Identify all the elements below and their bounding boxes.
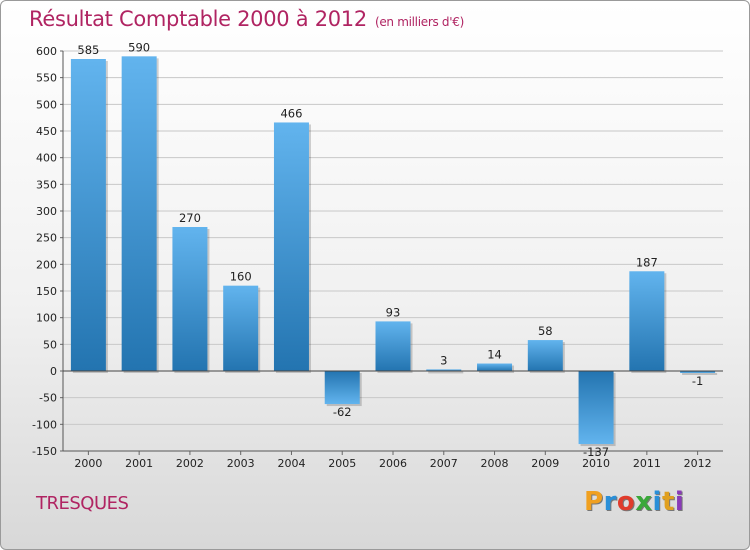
value-label-2009: 58	[538, 324, 553, 338]
value-label-2010: -137	[583, 445, 609, 459]
bar-2012	[680, 371, 716, 373]
x-tick-label: 2009	[531, 457, 559, 470]
x-tick-label: 2008	[481, 457, 509, 470]
y-tick-label: 200	[36, 258, 57, 271]
y-tick-label: 600	[36, 45, 57, 58]
logo-letter: x	[635, 487, 653, 517]
bar-shadow	[682, 373, 718, 375]
bar-shadow	[428, 371, 464, 374]
y-tick-label: 50	[43, 338, 57, 351]
value-label-2001: 590	[128, 40, 150, 54]
y-tick-label: 300	[36, 205, 57, 218]
commune-name: TRESQUES	[36, 493, 129, 514]
x-tick-label: 2005	[328, 457, 356, 470]
x-tick-label: 2003	[227, 457, 255, 470]
bar-2008	[477, 363, 513, 371]
y-tick-label: 250	[36, 232, 57, 245]
x-tick-label: 2001	[125, 457, 153, 470]
value-label-2007: 3	[440, 353, 447, 367]
bars	[70, 56, 718, 447]
bar-2007	[426, 369, 462, 372]
bar-2006	[375, 321, 411, 371]
logo-letter: i	[652, 487, 662, 517]
bar-2009	[527, 340, 563, 371]
bar-2000	[70, 59, 106, 371]
chart-unit: (en milliers d'€)	[374, 15, 464, 29]
x-tick-label: 2006	[379, 457, 407, 470]
chart-title: Résultat Comptable 2000 à 2012	[29, 7, 367, 31]
x-tick-label: 2007	[430, 457, 458, 470]
bar-2011	[629, 271, 665, 371]
y-tick-label: -150	[32, 445, 57, 458]
y-tick-label: 400	[36, 152, 57, 165]
value-label-2008: 14	[487, 348, 502, 362]
logo-letter: i	[674, 487, 685, 517]
logo-letter: r	[603, 487, 617, 517]
logo-letter: P	[584, 487, 604, 517]
y-tick-label: 550	[36, 72, 57, 85]
value-label-2006: 93	[386, 305, 401, 319]
x-tick-label: 2000	[74, 457, 102, 470]
y-tick-label: 500	[36, 98, 57, 111]
logo-letter: o	[616, 487, 636, 517]
value-label-2011: 187	[636, 255, 658, 269]
bar-2010	[578, 371, 614, 445]
gridlines	[63, 50, 723, 452]
y-tick-label: 0	[50, 365, 57, 378]
data-labels: 585 590 270 160 466 -62 93 3 14 58 -137 187 -1	[77, 40, 703, 459]
bar-2002	[172, 227, 208, 371]
y-tick-label: 150	[36, 285, 57, 298]
bar-2001	[121, 56, 157, 371]
logo-letter: t	[661, 487, 675, 517]
y-tick-label: -50	[39, 392, 57, 405]
value-label-2012: -1	[692, 374, 703, 388]
value-label-2002: 270	[179, 211, 201, 225]
x-tick-label: 2002	[176, 457, 204, 470]
x-tick-label: 2004	[277, 457, 305, 470]
x-tick-label: 2010	[582, 457, 610, 470]
axes: -150 -100 -50 0 50 100 150 200 250 300 350 400 450 50…	[32, 45, 723, 470]
value-label-2000: 585	[77, 43, 99, 57]
value-label-2004: 466	[280, 106, 302, 120]
bar-2004	[273, 122, 309, 371]
y-tick-label: 450	[36, 125, 57, 138]
value-label-2003: 160	[230, 270, 252, 284]
chart-title-block: Résultat Comptable 2000 à 2012 (en millie…	[29, 7, 464, 31]
value-label-2005: -62	[333, 405, 352, 419]
x-tick-label: 2011	[633, 457, 661, 470]
bar-2005	[324, 371, 360, 405]
x-tick-label: 2012	[684, 457, 712, 470]
y-tick-label: 350	[36, 178, 57, 191]
proxiti-logo: Proxiti	[584, 487, 684, 517]
y-tick-label: -100	[32, 418, 57, 431]
bar-2003	[223, 285, 259, 371]
y-tick-label: 100	[36, 312, 57, 325]
